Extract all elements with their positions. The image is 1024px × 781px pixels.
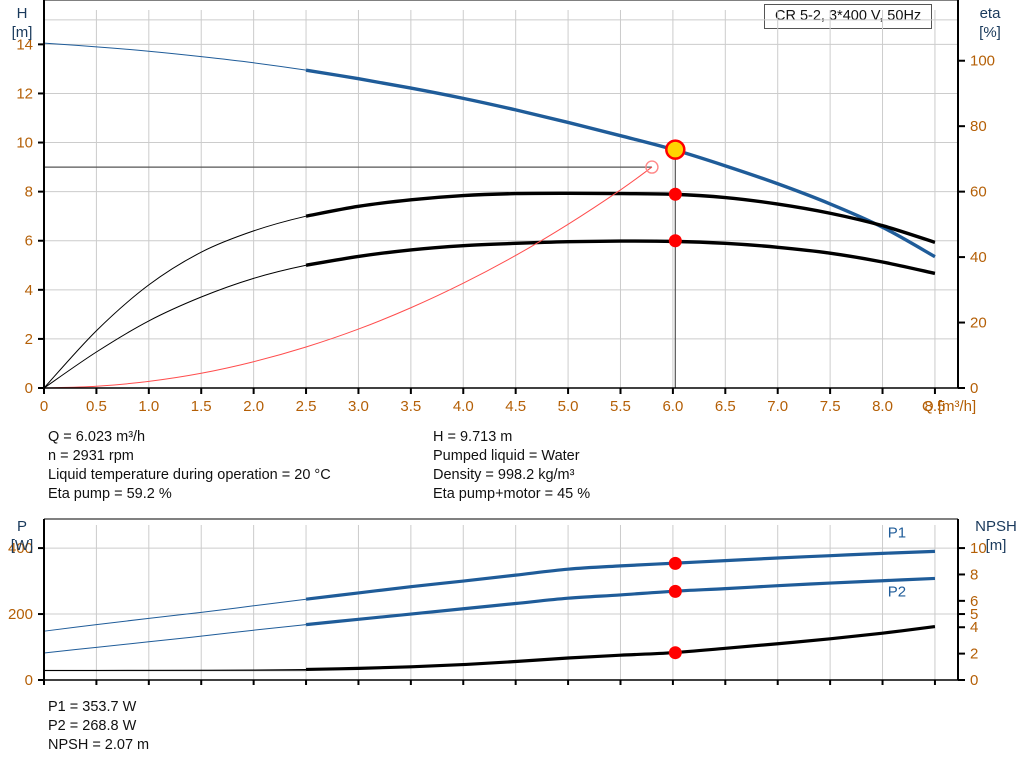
- info-line: Density = 998.2 kg/m³: [433, 467, 575, 483]
- y-tick-label-right: 40: [970, 249, 987, 266]
- y-tick-label-left: 6: [25, 233, 33, 250]
- x-tick-label: 2.5: [296, 398, 317, 415]
- curve-eta-pump-motor-range: [305, 239, 936, 276]
- y-tick-label-right: 4: [970, 619, 978, 636]
- curve-label-p2: P2: [888, 583, 906, 600]
- x-tick-label: 6.0: [662, 398, 683, 415]
- power-info: P1 = 353.7 W P2 = 268.8 W NPSH = 2.07 m: [48, 698, 149, 755]
- y-tick-label-right: 20: [970, 315, 987, 332]
- y-axis-unit-left: [m]: [12, 24, 33, 41]
- y-tick-label-left: 400: [8, 540, 33, 557]
- info-line: P2 = 268.8 W: [48, 718, 137, 734]
- x-tick-label: 4.0: [453, 398, 474, 415]
- curve-npsh-range: [306, 624, 936, 672]
- npsh-point[interactable]: [668, 646, 682, 660]
- info-line: Q = 6.023 m³/h: [48, 429, 146, 445]
- x-tick-label: 7.0: [767, 398, 788, 415]
- y-tick-label-right: 10: [970, 540, 987, 557]
- curve-p1-thin: [43, 550, 935, 632]
- y-axis-unit-right: [m]: [986, 537, 1007, 554]
- y-tick-label-right: 0: [970, 672, 978, 689]
- eta-pump-motor-point[interactable]: [668, 234, 682, 248]
- info-line: H = 9.713 m: [433, 429, 513, 445]
- y-tick-label-left: 10: [16, 135, 33, 152]
- curve-label-p1: P1: [888, 524, 906, 541]
- info-line: P1 = 353.7 W: [48, 699, 137, 715]
- curve-p1-range: [305, 549, 936, 601]
- y-tick-label-right: 8: [970, 566, 978, 583]
- x-tick-label: 3.5: [400, 398, 421, 415]
- x-tick-label: 0.5: [86, 398, 107, 415]
- x-tick-label: 5.0: [558, 398, 579, 415]
- curve-system-curve: [43, 166, 653, 389]
- y-tick-label-left: 14: [16, 36, 33, 53]
- curve-eta-pump-thin: [43, 192, 936, 389]
- y-tick-label-left: 200: [8, 606, 33, 623]
- y-tick-label-right: 6: [970, 593, 978, 610]
- curve-p2-range: [305, 576, 936, 627]
- x-tick-label: 8.0: [872, 398, 893, 415]
- y-tick-label-right: 5: [970, 606, 978, 623]
- curve-eta-pump-range: [305, 191, 936, 244]
- curve-h-head-curve--range: [305, 68, 936, 259]
- x-tick-label: 1.0: [138, 398, 159, 415]
- y-tick-label-left: 4: [25, 282, 33, 299]
- y-axis-title-right: NPSH: [975, 518, 1017, 535]
- y-tick-label-left: 0: [25, 380, 33, 397]
- y-axis-unit-right: [%]: [979, 24, 1001, 41]
- y-tick-label-right: 0: [970, 380, 978, 397]
- y-axis-title-left: P: [17, 518, 27, 535]
- head-efficiency-chart: 0 2 4 6 8 10 12 14 0 20 40 60 80 100 0 0.5 1.0 1.5 2.0 2.5 3…: [12, 0, 1002, 415]
- y-tick-label-left: 2: [25, 331, 33, 348]
- y-axis-title-right: eta: [980, 5, 1002, 22]
- y-tick-label-right: 2: [970, 646, 978, 663]
- p2-point[interactable]: [668, 584, 682, 598]
- x-tick-label: 3.0: [348, 398, 369, 415]
- y-axis-title-left: H: [17, 5, 28, 22]
- curve-h-head-curve--thin: [43, 42, 936, 258]
- x-tick-label: 4.5: [505, 398, 526, 415]
- info-line: Pumped liquid = Water: [433, 448, 580, 464]
- x-tick-label: 7.5: [820, 398, 841, 415]
- x-tick-label: 5.5: [610, 398, 631, 415]
- duty-point[interactable]: [665, 139, 686, 160]
- p1-point[interactable]: [668, 556, 682, 570]
- y-tick-label-left: 12: [16, 85, 33, 102]
- x-tick-label: 2.0: [243, 398, 264, 415]
- curve-eta-pump-motor-thin: [43, 240, 936, 389]
- y-axis-unit-left: [W]: [11, 537, 34, 554]
- eta-pump-point[interactable]: [668, 187, 682, 201]
- x-tick-label: 6.5: [715, 398, 736, 415]
- system-curve-point: [645, 160, 659, 174]
- info-line: Eta pump = 59.2 %: [48, 486, 172, 502]
- info-line: Eta pump+motor = 45 %: [433, 486, 591, 502]
- info-line: n = 2931 rpm: [48, 448, 134, 464]
- x-tick-label: 8.5: [925, 398, 946, 415]
- duty-info-left: Q = 6.023 m³/h n = 2931 rpm Liquid tempe…: [48, 428, 331, 504]
- y-tick-label-left: 8: [25, 184, 33, 201]
- info-line: NPSH = 2.07 m: [48, 737, 150, 753]
- y-tick-label-right: 60: [970, 184, 987, 201]
- power-npsh-chart: 0 200 400 0 2 456 8 10 P [W] NPSH [m] P1 P2: [8, 518, 1017, 689]
- y-tick-label-right: 100: [970, 53, 995, 70]
- x-tick-label: 0: [40, 398, 48, 415]
- x-tick-label: 1.5: [191, 398, 212, 415]
- y-tick-label-right: 80: [970, 118, 987, 135]
- x-axis-title: Q [m³/h]: [922, 398, 976, 415]
- duty-info-right: H = 9.713 m Pumped liquid = Water Densit…: [433, 428, 590, 504]
- info-line: Liquid temperature during operation = 20…: [48, 467, 331, 483]
- y-tick-label-left: 0: [25, 672, 33, 689]
